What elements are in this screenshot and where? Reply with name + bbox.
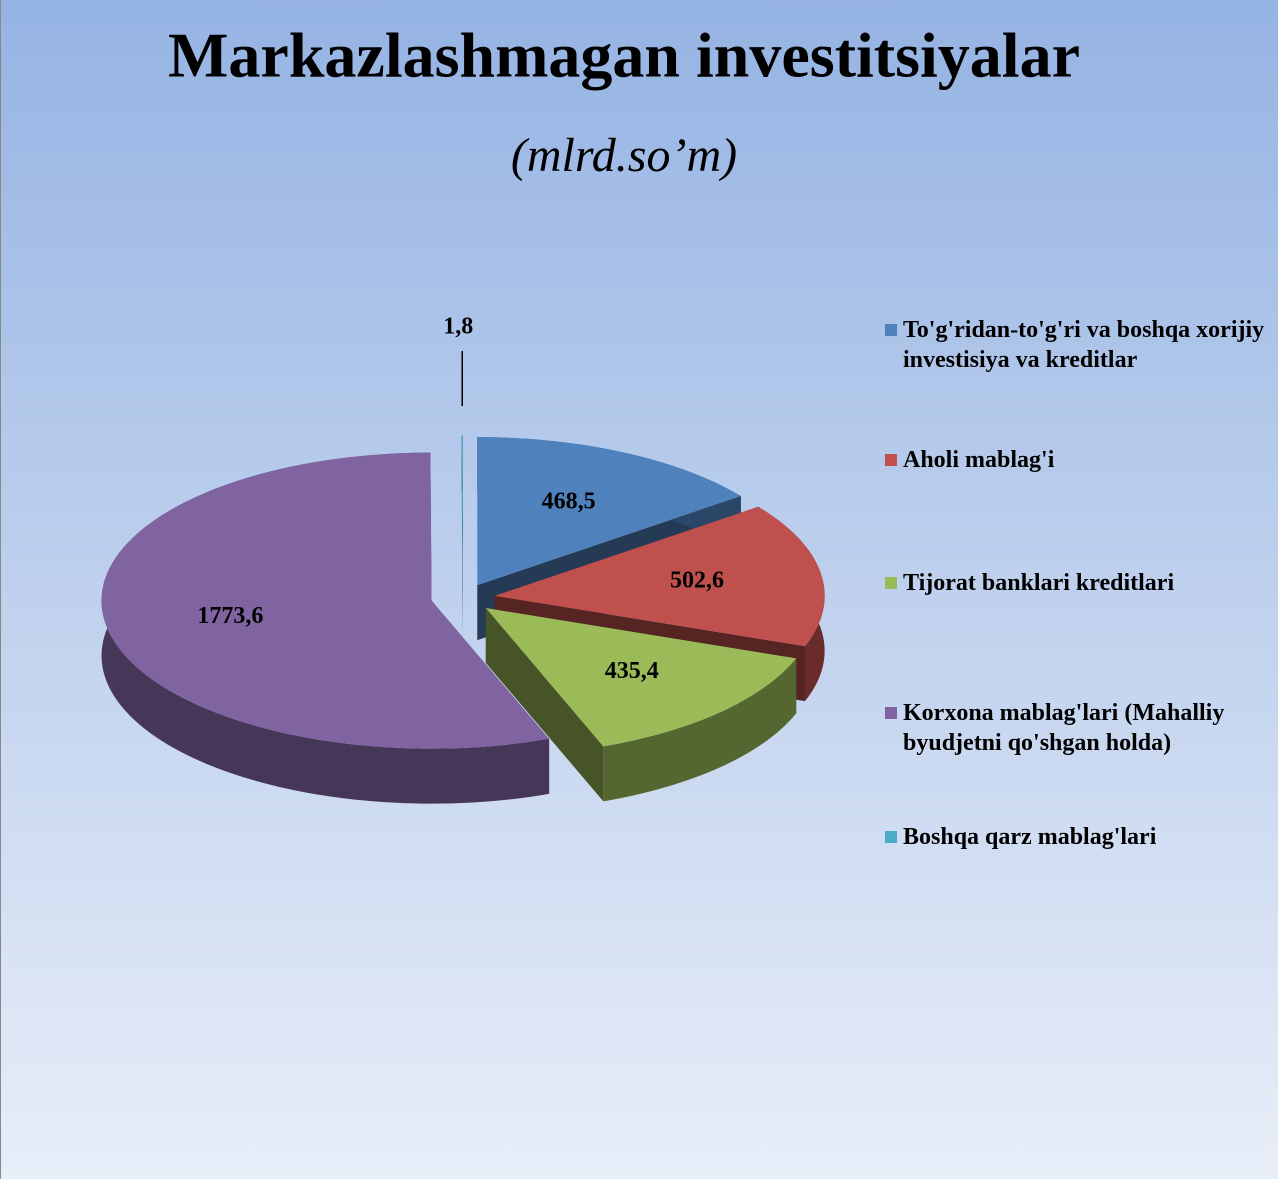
chart-subtitle: (mlrd.so’m) bbox=[511, 129, 737, 182]
value-label: 435,4 bbox=[605, 658, 659, 684]
chart-title: Markazlashmagan investitsiyalar bbox=[168, 20, 1080, 91]
pie-slice bbox=[461, 435, 463, 584]
legend-label: Korxona mablag'lari (Mahalliy byudjetni … bbox=[903, 700, 1225, 756]
slice-wall bbox=[603, 658, 797, 802]
legend-swatch bbox=[885, 324, 897, 336]
slice-tops bbox=[101, 435, 825, 749]
legend-entry: Korxona mablag'lari (Mahalliy byudjetni … bbox=[885, 698, 1265, 758]
value-labels: 468,5 502,6 435,4 1773,6 1,8 bbox=[197, 314, 724, 684]
legend-label: Boshqa qarz mablag'lari bbox=[903, 824, 1157, 850]
pie-slice bbox=[494, 506, 825, 647]
legend-entry: Boshqa qarz mablag'lari bbox=[885, 822, 1265, 852]
legend-swatch bbox=[885, 707, 897, 719]
pie-slice bbox=[477, 437, 741, 586]
legend-swatch bbox=[885, 454, 897, 466]
legend-swatch bbox=[885, 831, 897, 843]
legend-label: Tijorat banklari kreditlari bbox=[903, 570, 1175, 596]
pie-slice bbox=[101, 452, 550, 749]
legend-entry: Tijorat banklari kreditlari bbox=[885, 568, 1265, 598]
slice-side bbox=[485, 608, 604, 802]
legend-label: Aholi mablag'i bbox=[903, 447, 1055, 473]
value-label: 1,8 bbox=[443, 314, 473, 340]
legend-entry: Aholi mablag'i bbox=[885, 445, 1265, 475]
value-label: 502,6 bbox=[670, 568, 724, 594]
legend-label: To'g'ridan-to'g'ri va boshqa xorijiy inv… bbox=[903, 317, 1265, 373]
value-label: 1773,6 bbox=[197, 603, 263, 629]
value-label: 468,5 bbox=[542, 489, 596, 515]
legend-entry: To'g'ridan-to'g'ri va boshqa xorijiy inv… bbox=[885, 315, 1265, 375]
pie-slice bbox=[485, 608, 797, 747]
legend-swatch bbox=[885, 577, 897, 589]
